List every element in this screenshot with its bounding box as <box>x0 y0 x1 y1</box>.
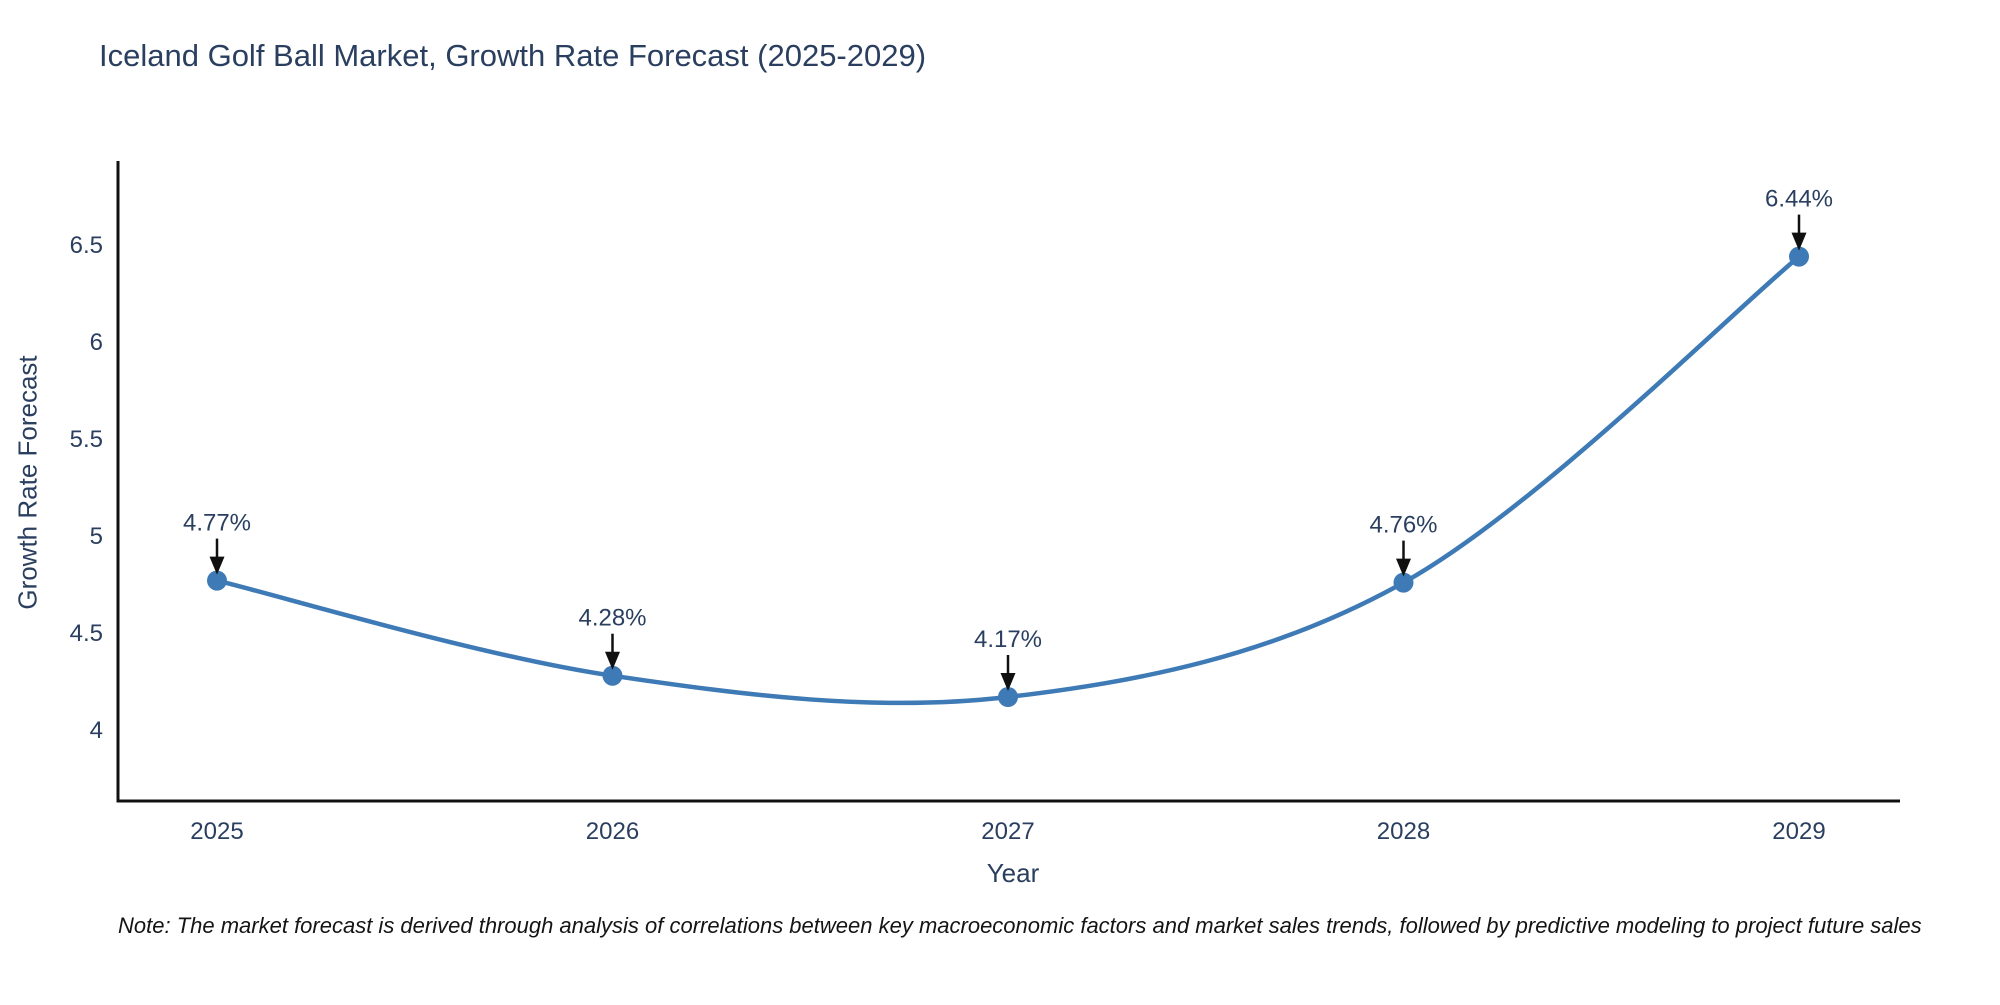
data-point-2026[interactable] <box>602 665 623 686</box>
x-tick-label: 2025 <box>190 818 243 845</box>
chart-title: Iceland Golf Ball Market, Growth Rate Fo… <box>99 38 927 73</box>
x-tick-label: 2026 <box>586 818 639 845</box>
point-annotation-label: 4.28% <box>578 605 646 632</box>
annotation-arrow-head <box>1396 558 1411 577</box>
point-annotation-label: 4.76% <box>1369 512 1437 539</box>
data-point-2027[interactable] <box>998 687 1018 707</box>
y-tick-label: 6.5 <box>70 232 103 259</box>
y-axis-title: Growth Rate Forecast <box>12 355 43 610</box>
footnote: Note: The market forecast is derived thr… <box>118 913 1922 938</box>
annotation-arrow-head <box>209 556 225 575</box>
x-tick-label: 2029 <box>1772 818 1825 845</box>
x-axis-title: Year <box>986 858 1040 888</box>
y-tick-label: 5.5 <box>70 426 103 453</box>
data-point-2028[interactable] <box>1393 572 1414 593</box>
data-point-2025[interactable] <box>207 570 227 591</box>
annotation-arrow-head <box>1000 673 1016 691</box>
x-tick-label: 2027 <box>981 818 1034 845</box>
data-point-2029[interactable] <box>1789 246 1809 267</box>
point-annotation-label: 4.17% <box>974 626 1042 653</box>
y-tick-label: 4.5 <box>70 620 103 647</box>
y-tick-label: 5 <box>90 523 103 550</box>
y-tick-label: 6 <box>90 329 103 356</box>
point-annotation-label: 6.44% <box>1765 186 1833 213</box>
annotation-arrow-head <box>605 651 620 670</box>
y-tick-label: 4 <box>90 717 103 744</box>
point-annotation-label: 4.77% <box>183 510 251 537</box>
x-tick-label: 2028 <box>1377 818 1430 845</box>
annotation-arrow-head <box>1791 232 1807 251</box>
